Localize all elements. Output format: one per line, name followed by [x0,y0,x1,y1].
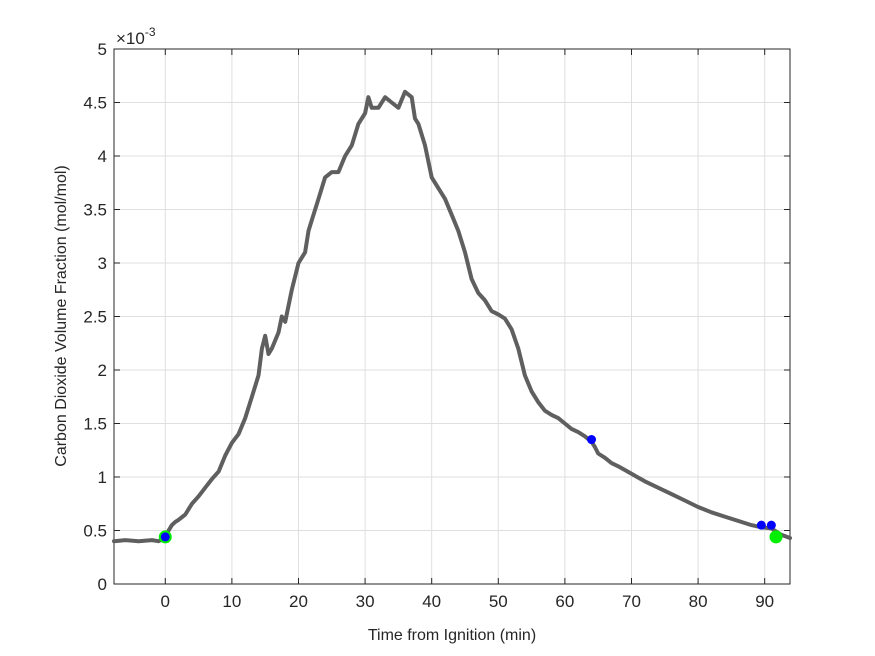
x-tick-label: 0 [161,592,170,611]
y-tick-labels: 0 0.5 1 1.5 2 2.5 3 3.5 4 4.5 5 [83,40,107,594]
blue-marker [766,520,776,530]
blue-marker [756,520,766,530]
green-marker [769,530,783,544]
blue-marker [587,435,597,445]
x-axis-label: Time from Ignition (min) [368,627,536,644]
co2-series-line [112,89,792,544]
x-tick-label: 30 [356,592,375,611]
y-tick-label: 0.5 [83,522,107,541]
y-tick-label: 2 [98,361,107,380]
series-group [112,89,792,544]
x-tick-labels: 0 10 20 30 40 50 60 70 80 90 [161,592,775,611]
x-tick-label: 70 [622,592,641,611]
y-axis-label: Carbon Dioxide Volume Fraction (mol/mol) [53,165,70,466]
y-tick-label: 1.5 [83,415,107,434]
x-tick-label: 80 [689,592,708,611]
y-tick-label: 4 [98,147,107,166]
y-tick-label: 2.5 [83,308,107,327]
y-tick-label: 3 [98,254,107,273]
x-tick-label: 10 [222,592,241,611]
x-tick-label: 90 [755,592,774,611]
y-exponent-label: ×10-3 [116,25,156,48]
x-tick-label: 40 [422,592,441,611]
x-tick-label: 20 [289,592,308,611]
y-tick-label: 1 [98,468,107,487]
y-tick-label: 0 [98,575,107,594]
markers-group [158,435,783,544]
y-tick-label: 5 [98,40,107,59]
y-tick-label: 3.5 [83,201,107,220]
blue-marker [160,532,170,542]
x-tick-label: 60 [555,592,574,611]
axis-ticks [114,48,790,585]
x-tick-label: 50 [489,592,508,611]
y-tick-label: 4.5 [83,94,107,113]
